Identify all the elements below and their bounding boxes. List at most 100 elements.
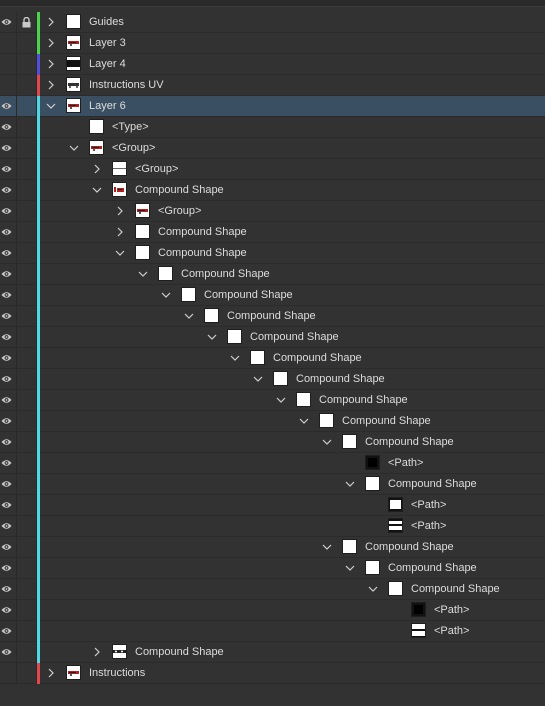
lock-toggle-icon[interactable]	[16, 369, 37, 389]
layer-row-guides[interactable]: Guides	[0, 12, 545, 33]
layer-row-type[interactable]: <Type>	[0, 117, 545, 138]
layer-row-compound-shape[interactable]: Compound Shape	[0, 411, 545, 432]
chevron-down-icon[interactable]	[115, 247, 125, 259]
lock-toggle-icon[interactable]	[16, 159, 37, 179]
chevron-down-icon[interactable]	[230, 352, 240, 364]
chevron-down-icon[interactable]	[322, 436, 332, 448]
visibility-eye-icon[interactable]	[0, 600, 15, 620]
lock-toggle-icon[interactable]	[16, 663, 37, 683]
lock-toggle-icon[interactable]	[16, 432, 37, 452]
lock-toggle-icon[interactable]	[16, 12, 37, 32]
lock-toggle-icon[interactable]	[16, 222, 37, 242]
layer-row-path[interactable]: <Path>	[0, 600, 545, 621]
visibility-eye-icon[interactable]	[0, 453, 15, 473]
lock-toggle-icon[interactable]	[16, 411, 37, 431]
lock-toggle-icon[interactable]	[16, 285, 37, 305]
visibility-eye-icon[interactable]	[0, 243, 15, 263]
layer-row-compound-shape[interactable]: Compound Shape	[0, 474, 545, 495]
layer-row-compound-shape[interactable]: Compound Shape	[0, 264, 545, 285]
visibility-eye-icon[interactable]	[0, 411, 15, 431]
layer-row-layer-4[interactable]: Layer 4	[0, 54, 545, 75]
lock-toggle-icon[interactable]	[16, 600, 37, 620]
chevron-down-icon[interactable]	[46, 100, 56, 112]
chevron-down-icon[interactable]	[92, 184, 102, 196]
visibility-eye-icon[interactable]	[0, 558, 15, 578]
visibility-eye-icon[interactable]	[0, 180, 15, 200]
lock-toggle-icon[interactable]	[16, 33, 37, 53]
layer-row-compound-shape[interactable]: Compound Shape	[0, 390, 545, 411]
chevron-down-icon[interactable]	[69, 142, 79, 154]
visibility-eye-icon[interactable]	[0, 75, 15, 95]
chevron-right-icon[interactable]	[92, 163, 102, 175]
lock-toggle-icon[interactable]	[16, 180, 37, 200]
layer-row-instructions-uv[interactable]: Instructions UV	[0, 75, 545, 96]
lock-toggle-icon[interactable]	[16, 117, 37, 137]
chevron-down-icon[interactable]	[161, 289, 171, 301]
chevron-down-icon[interactable]	[322, 541, 332, 553]
visibility-eye-icon[interactable]	[0, 348, 15, 368]
lock-toggle-icon[interactable]	[16, 642, 37, 662]
visibility-eye-icon[interactable]	[0, 579, 15, 599]
lock-toggle-icon[interactable]	[16, 201, 37, 221]
visibility-eye-icon[interactable]	[0, 432, 15, 452]
lock-toggle-icon[interactable]	[16, 306, 37, 326]
visibility-eye-icon[interactable]	[0, 327, 15, 347]
lock-toggle-icon[interactable]	[16, 243, 37, 263]
visibility-eye-icon[interactable]	[0, 33, 15, 53]
lock-toggle-icon[interactable]	[16, 558, 37, 578]
layer-row-group[interactable]: <Group>	[0, 201, 545, 222]
layer-row-path[interactable]: <Path>	[0, 495, 545, 516]
visibility-eye-icon[interactable]	[0, 264, 15, 284]
visibility-eye-icon[interactable]	[0, 306, 15, 326]
layer-row-path[interactable]: <Path>	[0, 516, 545, 537]
layer-row-layer-6[interactable]: Layer 6	[0, 96, 545, 117]
lock-toggle-icon[interactable]	[16, 390, 37, 410]
visibility-eye-icon[interactable]	[0, 642, 15, 662]
layer-row-compound-shape[interactable]: Compound Shape	[0, 327, 545, 348]
chevron-down-icon[interactable]	[184, 310, 194, 322]
visibility-eye-icon[interactable]	[0, 285, 15, 305]
layer-row-compound-shape[interactable]: Compound Shape	[0, 369, 545, 390]
visibility-eye-icon[interactable]	[0, 12, 15, 32]
visibility-eye-icon[interactable]	[0, 663, 15, 683]
chevron-right-icon[interactable]	[46, 667, 56, 679]
lock-toggle-icon[interactable]	[16, 579, 37, 599]
layer-row-compound-shape[interactable]: Compound Shape	[0, 642, 545, 663]
chevron-down-icon[interactable]	[138, 268, 148, 280]
layer-row-compound-shape[interactable]: Compound Shape	[0, 432, 545, 453]
visibility-eye-icon[interactable]	[0, 201, 15, 221]
layer-row-compound-shape[interactable]: Compound Shape	[0, 180, 545, 201]
visibility-eye-icon[interactable]	[0, 54, 15, 74]
visibility-eye-icon[interactable]	[0, 138, 15, 158]
chevron-down-icon[interactable]	[207, 331, 217, 343]
visibility-eye-icon[interactable]	[0, 537, 15, 557]
chevron-down-icon[interactable]	[276, 394, 286, 406]
layer-row-compound-shape[interactable]: Compound Shape	[0, 306, 545, 327]
layer-row-compound-shape[interactable]: Compound Shape	[0, 579, 545, 600]
layer-row-instructions[interactable]: Instructions	[0, 663, 545, 684]
chevron-right-icon[interactable]	[46, 58, 56, 70]
layer-row-path[interactable]: <Path>	[0, 621, 545, 642]
chevron-right-icon[interactable]	[46, 16, 56, 28]
visibility-eye-icon[interactable]	[0, 117, 15, 137]
lock-toggle-icon[interactable]	[16, 75, 37, 95]
lock-toggle-icon[interactable]	[16, 537, 37, 557]
lock-toggle-icon[interactable]	[16, 474, 37, 494]
layer-row-layer-3[interactable]: Layer 3	[0, 33, 545, 54]
layer-row-compound-shape[interactable]: Compound Shape	[0, 348, 545, 369]
chevron-down-icon[interactable]	[368, 583, 378, 595]
visibility-eye-icon[interactable]	[0, 390, 15, 410]
visibility-eye-icon[interactable]	[0, 222, 15, 242]
layer-row-group[interactable]: <Group>	[0, 138, 545, 159]
lock-toggle-icon[interactable]	[16, 495, 37, 515]
layer-row-compound-shape[interactable]: Compound Shape	[0, 243, 545, 264]
visibility-eye-icon[interactable]	[0, 621, 15, 641]
layer-row-compound-shape[interactable]: Compound Shape	[0, 558, 545, 579]
visibility-eye-icon[interactable]	[0, 495, 15, 515]
chevron-right-icon[interactable]	[92, 646, 102, 658]
chevron-right-icon[interactable]	[115, 226, 125, 238]
visibility-eye-icon[interactable]	[0, 96, 15, 116]
chevron-right-icon[interactable]	[115, 205, 125, 217]
lock-toggle-icon[interactable]	[16, 138, 37, 158]
lock-toggle-icon[interactable]	[16, 96, 37, 116]
